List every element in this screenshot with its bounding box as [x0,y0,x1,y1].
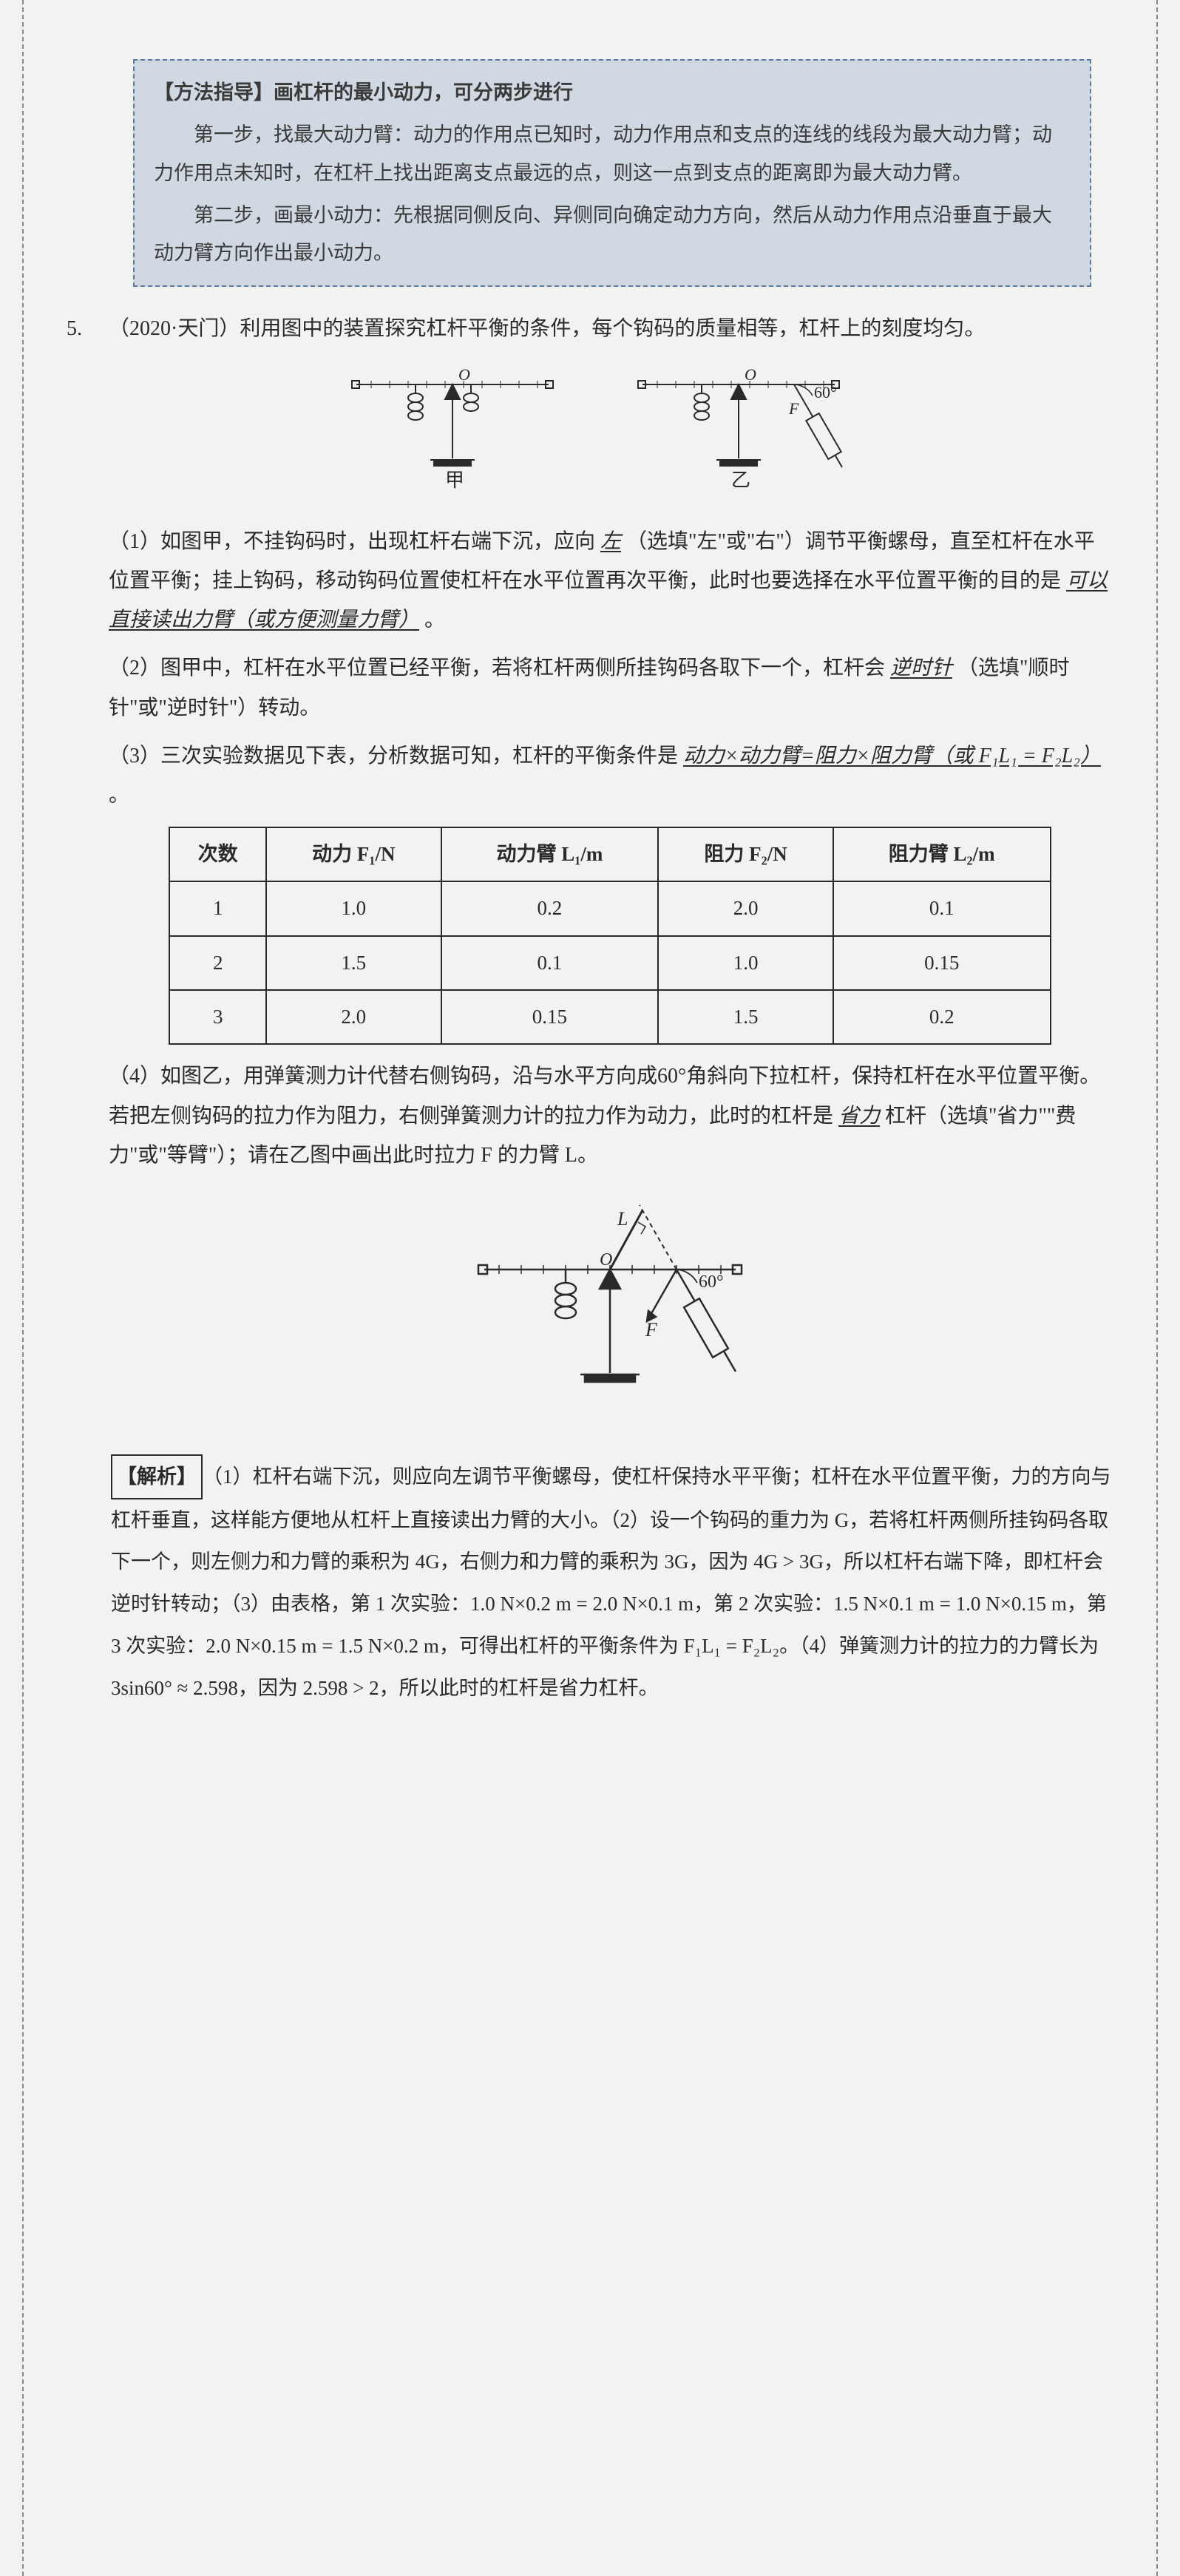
sub3-text-a: （3）三次实验数据见下表，分析数据可知，杠杆的平衡条件是 [109,745,683,767]
table-cell: 2 [169,936,266,990]
sub3-answer: 动力×动力臂=阻力×阻力臂（或 F₁L₁ = F₂L₂） [683,745,1101,767]
table-header: 动力臂 L₁/m [441,827,659,881]
table-cell: 0.15 [441,990,659,1044]
table-row: 1 1.0 0.2 2.0 0.1 [169,881,1050,935]
svg-text:L: L [617,1208,628,1230]
svg-text:F: F [788,399,799,418]
table-row: 3 2.0 0.15 1.5 0.2 [169,990,1050,1044]
solution-text: （1）杠杆右端下沉，则应向左调节平衡螺母，使杠杆保持水平平衡；杠杆在水平位置平衡… [111,1465,1111,1698]
sub1-answer-1: 左 [600,530,621,553]
table-header: 动力 F₁/N [266,827,441,881]
sub1-text-a: （1）如图甲，不挂钩码时，出现杠杆右端下沉，应向 [109,530,600,553]
sub4-answer: 省力 [838,1105,880,1128]
sub-question-2: （2）图甲中，杠杆在水平位置已经平衡，若将杠杆两侧所挂钩码各取下一个，杠杆会 逆… [109,648,1111,727]
sub-question-3: （3）三次实验数据见下表，分析数据可知，杠杆的平衡条件是 动力×动力臂=阻力×阻… [109,736,1111,815]
table-cell: 2.0 [266,990,441,1044]
sub-question-1: （1）如图甲，不挂钩码时，出现杠杆右端下沉，应向 左 （选填"左"或"右"）调节… [109,522,1111,640]
table-cell: 0.2 [441,881,659,935]
svg-text:O: O [745,365,756,384]
table-cell: 1.0 [658,936,833,990]
svg-text:60°: 60° [814,383,837,401]
table-row: 2 1.5 0.1 1.0 0.15 [169,936,1050,990]
question-intro: （2020·天门）利用图中的装置探究杠杆平衡的条件，每个钩码的质量相等，杠杆上的… [109,309,1111,348]
sub-question-4: （4）如图乙，用弹簧测力计代替右侧钩码，沿与水平方向成60°角斜向下拉杠杆，保持… [109,1057,1111,1175]
experiment-data-table: 次数 动力 F₁/N 动力臂 L₁/m 阻力 F₂/N 阻力臂 L₂/m 1 1… [169,827,1051,1045]
diagram-yi: O 60° F 乙 [628,362,879,495]
table-header: 阻力 F₂/N [658,827,833,881]
table-cell: 1.5 [658,990,833,1044]
svg-text:O: O [458,365,470,384]
table-header-row: 次数 动力 F₁/N 动力臂 L₁/m 阻力 F₂/N 阻力臂 L₂/m [169,827,1050,881]
table-cell: 2.0 [658,881,833,935]
table-cell: 1 [169,881,266,935]
sub2-answer: 逆时针 [890,657,952,679]
method-guidance-box: 【方法指导】画杠杆的最小动力，可分两步进行 第一步，找最大动力臂：动力的作用点已… [133,59,1091,287]
page-right-border [1156,0,1158,2576]
diagram-jia: O 甲 [342,362,563,495]
svg-text:F: F [645,1319,658,1340]
question-body: （2020·天门）利用图中的装置探究杠杆平衡的条件，每个钩码的质量相等，杠杆上的… [109,309,1111,1437]
table-cell: 0.15 [833,936,1051,990]
page-left-border [22,0,24,2576]
diagram-solution: L O F 60° [455,1188,765,1410]
svg-text:60°: 60° [699,1272,724,1292]
table-cell: 0.2 [833,990,1051,1044]
table-header: 次数 [169,827,266,881]
diagram-row-2: L O F 60° [109,1188,1111,1423]
method-step-1: 第一步，找最大动力臂：动力的作用点已知时，动力作用点和支点的连线的线段为最大动力… [154,116,1071,192]
method-title: 【方法指导】画杠杆的最小动力，可分两步进行 [154,74,1071,112]
solution-label-text: 解析 [137,1465,177,1488]
svg-text:乙: 乙 [731,470,750,491]
svg-text:O: O [600,1250,612,1270]
question-number: 5. [67,309,104,348]
solution-label: 【解析】 [111,1454,203,1499]
sub2-text-a: （2）图甲中，杠杆在水平位置已经平衡，若将杠杆两侧所挂钩码各取下一个，杠杆会 [109,657,890,679]
table-cell: 0.1 [441,936,659,990]
table-cell: 1.0 [266,881,441,935]
table-cell: 3 [169,990,266,1044]
question-5: 5. （2020·天门）利用图中的装置探究杠杆平衡的条件，每个钩码的质量相等，杠… [67,309,1113,1437]
solution-block: 【解析】（1）杠杆右端下沉，则应向左调节平衡螺母，使杠杆保持水平平衡；杠杆在水平… [111,1454,1113,1709]
sub1-text-c: 。 [419,609,445,631]
svg-text:甲: 甲 [445,470,464,491]
table-cell: 1.5 [266,936,441,990]
table-cell: 0.1 [833,881,1051,935]
method-step-2: 第二步，画最小动力：先根据同侧反向、异侧同向确定动力方向，然后从动力作用点沿垂直… [154,197,1071,273]
table-header: 阻力臂 L₂/m [833,827,1051,881]
sub3-text-b: 。 [109,784,129,807]
diagram-row-1: O 甲 [109,362,1111,509]
